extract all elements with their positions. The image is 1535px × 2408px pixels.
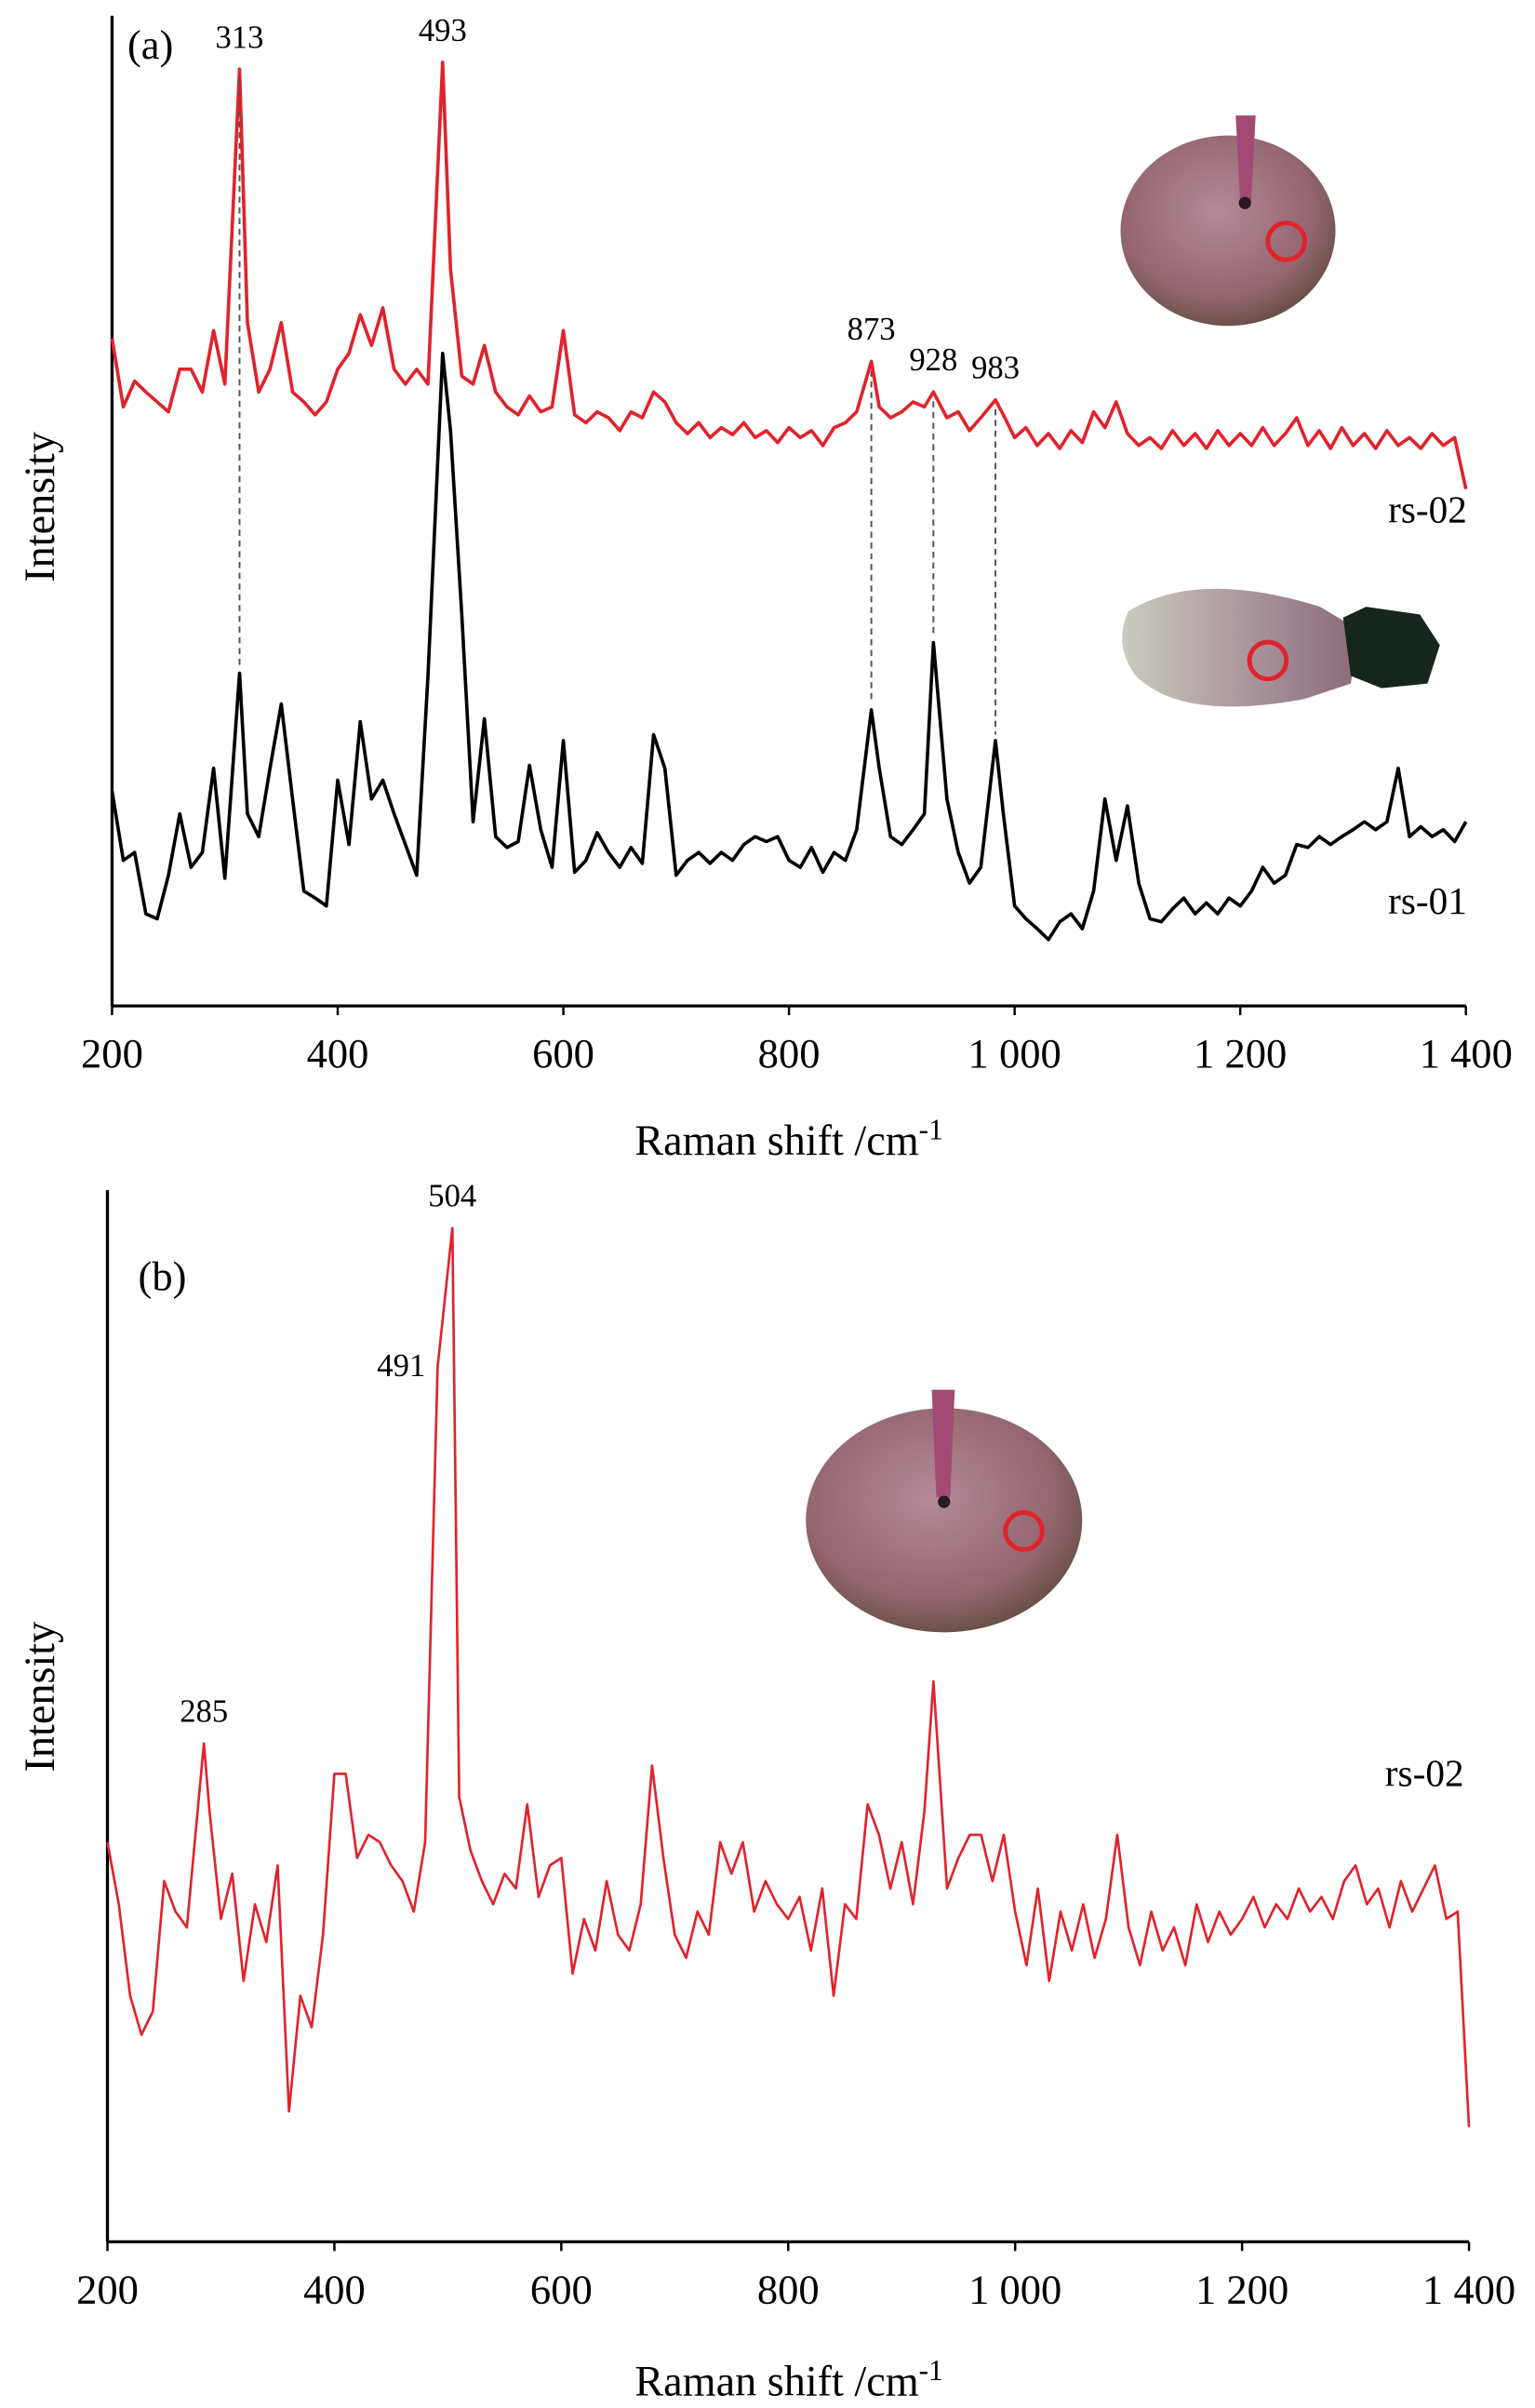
series-label: rs-02 [1388,488,1467,530]
x-tick-label: 1 200 [1194,1030,1287,1077]
x-axis-label-sup: -1 [919,2354,943,2387]
series-label: rs-01 [1388,879,1467,922]
y-axis-label: Intensity [16,1622,63,1773]
x-axis-label-sup: -1 [919,1114,943,1146]
peak-label: 493 [419,13,467,48]
x-axis-label-text: Raman shift /cm [634,2357,918,2404]
spectrum-line [110,351,1468,942]
x-tick-label: 1 200 [1195,2266,1288,2312]
x-tick-label: 400 [303,2266,366,2312]
panel-label: (a) [127,21,173,68]
peak-label: 504 [428,1179,476,1214]
x-tick-label: 800 [757,2266,820,2312]
series-label: rs-02 [1385,1751,1464,1794]
x-axis-label: Raman shift /cm-1 [634,1114,942,1165]
x-tick-label: 1 000 [968,2266,1061,2312]
spectrum-line [106,1226,1471,2128]
gem-photo [806,1389,1083,1633]
peak-label: 285 [180,1694,228,1730]
x-tick-label: 1 400 [1422,2266,1515,2312]
x-axis-label-text: Raman shift /cm [634,1117,918,1164]
x-tick-label: 800 [758,1030,821,1077]
x-tick-label: 600 [530,2266,593,2312]
x-tick-label: 600 [532,1030,594,1077]
gem-photo [1122,588,1440,707]
peak-label: 983 [971,351,1020,386]
x-tick-label: 1 000 [968,1030,1061,1077]
x-tick-label: 400 [307,1030,369,1077]
gem-photo [1120,115,1336,327]
x-tick-label: 200 [81,1030,143,1077]
x-tick-label: 1 400 [1420,1030,1513,1077]
y-axis-label: Intensity [16,432,63,582]
peak-label: 313 [216,20,264,55]
panel-label: (b) [139,1252,187,1299]
x-axis-label: Raman shift /cm-1 [634,2354,942,2405]
x-tick-label: 200 [76,2266,139,2312]
panel: 200 400 600 800 1 000 1 200 1 400 (b) Intensity R… [16,1179,1515,2405]
peak-label: 491 [377,1348,425,1384]
peak-label: 928 [909,342,957,378]
panel: 200 400 600 800 1 000 1 200 1 400 (a) Intensity R… [16,13,1513,1164]
spectrum-line [110,60,1468,490]
peak-label: 873 [848,312,896,347]
